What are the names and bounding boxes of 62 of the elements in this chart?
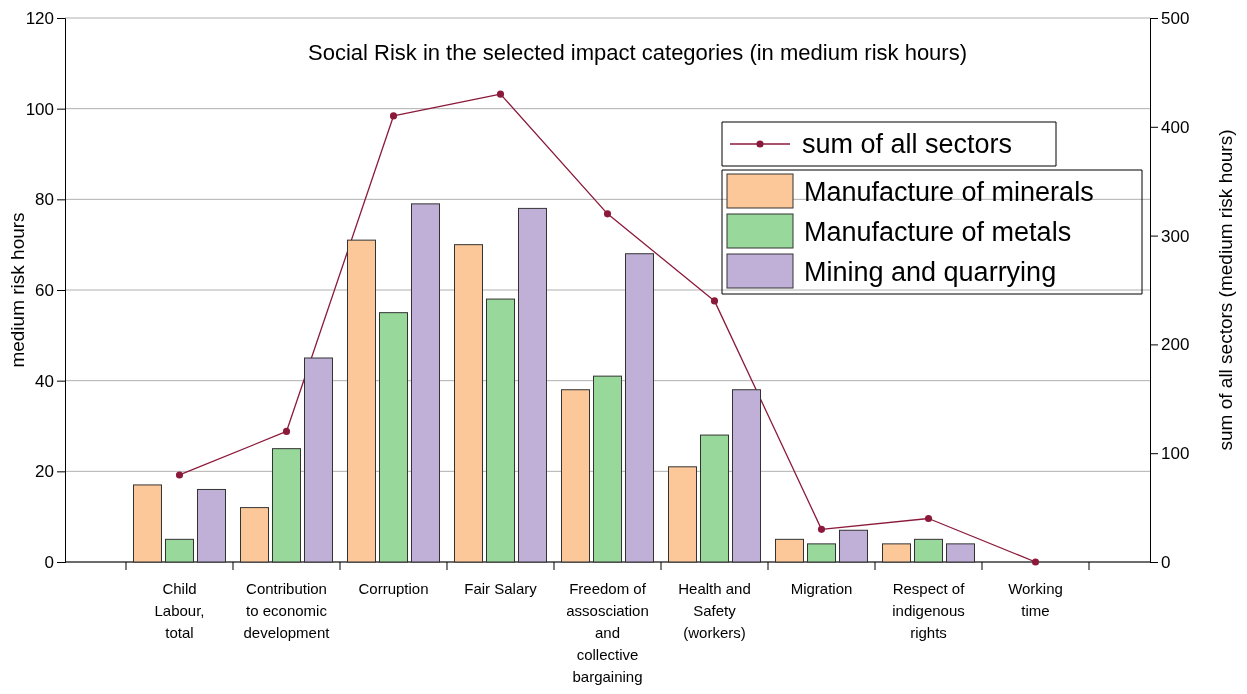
y2-tick-label: 0	[1161, 552, 1171, 572]
bar	[668, 466, 697, 563]
bar	[807, 543, 836, 563]
bar	[839, 529, 868, 563]
point	[389, 112, 398, 120]
y2-tick-label: 500	[1161, 8, 1190, 28]
point	[496, 90, 505, 98]
legend-label: Mining and quarrying	[804, 257, 1057, 287]
x-tick-label: Health and Safety (workers)	[678, 580, 751, 641]
y-tick-label: 80	[35, 190, 54, 210]
bar	[732, 389, 761, 563]
bar	[271, 448, 301, 563]
bar	[347, 239, 376, 563]
bar	[164, 538, 194, 563]
bar	[914, 538, 944, 563]
bar	[518, 207, 547, 563]
bar	[486, 298, 515, 563]
y-tick-label: 20	[35, 462, 54, 482]
x-tick-label: Respect of indigenous rights	[892, 580, 966, 641]
point	[924, 514, 933, 523]
bar	[700, 434, 729, 563]
y-axis-title: medium risk hours	[7, 212, 28, 368]
bar	[411, 203, 440, 563]
bar	[946, 543, 976, 563]
point	[1031, 558, 1040, 566]
y-tick-label: 60	[35, 280, 54, 300]
y-tick-label: 120	[25, 8, 54, 28]
legend-label: Manufacture of metals	[804, 217, 1072, 247]
x-tick-label: Working time	[1008, 580, 1063, 619]
y-tick-label: 100	[25, 99, 54, 119]
x-tick-label: Migration	[790, 580, 853, 597]
x-tick-label: Corruption	[358, 580, 429, 597]
bar	[454, 244, 483, 563]
x-tick-label: Child Labour, total	[154, 580, 205, 641]
point	[817, 525, 826, 533]
bar	[132, 484, 162, 563]
y2-tick-label: 200	[1161, 335, 1190, 355]
x-tick-label: Freedom of assosciation and collective bargaining	[566, 580, 649, 685]
point	[710, 297, 719, 305]
x-tick-label: Contribution to economic development	[243, 580, 331, 641]
y-tick-label: 0	[44, 552, 54, 572]
y-tick-label: 40	[35, 371, 54, 391]
text: Social Risk in the selected impact categories (in medium risk hours)	[307, 40, 968, 65]
bar	[882, 543, 912, 563]
x-tick-label: Fair Salary	[464, 580, 538, 597]
bar	[561, 389, 590, 563]
bar	[239, 507, 269, 563]
bar	[625, 253, 654, 563]
bar	[593, 375, 622, 563]
y2-tick-label: 100	[1161, 444, 1190, 464]
bar	[303, 357, 333, 563]
bar	[196, 488, 226, 563]
legend-label: Manufacture of minerals	[804, 177, 1094, 207]
bar	[379, 312, 408, 563]
y2-tick-label: 400	[1161, 117, 1190, 137]
legend-label: sum of all sectors	[802, 129, 1013, 159]
point	[175, 471, 184, 479]
y2-axis-title: sum of all sectors (medium risk hours)	[1215, 129, 1236, 451]
point	[282, 427, 291, 435]
y2-tick-label: 300	[1161, 226, 1190, 246]
point	[603, 210, 612, 218]
bar	[775, 538, 804, 563]
